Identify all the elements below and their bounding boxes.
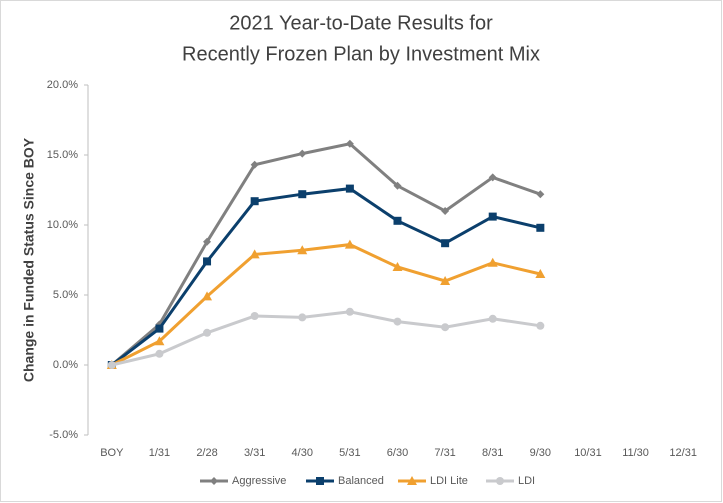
marker — [203, 237, 212, 246]
marker — [249, 249, 260, 259]
x-tick-label: 9/30 — [530, 447, 551, 459]
legend-label: Aggressive — [232, 475, 286, 487]
x-tick-label: 6/30 — [387, 447, 408, 459]
marker — [488, 212, 497, 221]
marker — [393, 181, 402, 190]
y-tick-label: 15.0% — [47, 149, 78, 161]
marker — [536, 321, 545, 330]
marker — [316, 477, 324, 485]
y-tick-label: 20.0% — [47, 79, 78, 91]
marker — [407, 476, 417, 485]
marker — [487, 257, 498, 267]
y-tick-label: -5.0% — [49, 429, 78, 441]
marker — [155, 349, 164, 358]
marker — [392, 262, 403, 271]
marker — [496, 477, 504, 485]
marker — [203, 257, 212, 266]
series-line — [111, 243, 541, 367]
marker — [488, 314, 497, 323]
marker — [298, 313, 307, 322]
marker — [345, 307, 354, 316]
marker — [441, 239, 450, 248]
y-axis-label: Change in Funded Status Since BOY — [21, 137, 37, 382]
marker — [536, 190, 545, 199]
marker — [210, 477, 218, 485]
marker — [535, 269, 546, 278]
marker — [297, 245, 308, 255]
chart-title: Recently Frozen Plan by Investment Mix — [182, 43, 540, 65]
x-tick-label: 8/31 — [482, 447, 503, 459]
x-tick-label: 10/31 — [574, 447, 602, 459]
marker — [345, 184, 354, 193]
legend-label: LDI — [518, 475, 535, 487]
marker — [536, 223, 545, 232]
series-line — [111, 310, 541, 367]
marker — [441, 323, 450, 332]
marker — [344, 239, 355, 249]
x-tick-label: 3/31 — [244, 447, 265, 459]
x-tick-label: 12/31 — [669, 447, 697, 459]
chart-title: 2021 Year-to-Date Results for — [229, 12, 493, 34]
y-tick-label: 0.0% — [53, 359, 78, 371]
marker — [155, 324, 164, 333]
series-line — [110, 142, 541, 367]
marker — [298, 149, 307, 158]
y-tick-label: 10.0% — [47, 219, 78, 231]
marker — [440, 276, 451, 285]
x-tick-label: 5/31 — [339, 447, 360, 459]
x-tick-label: BOY — [100, 447, 124, 459]
marker — [202, 291, 213, 301]
x-tick-label: 1/31 — [149, 447, 170, 459]
marker — [250, 312, 259, 320]
x-tick-label: 4/30 — [292, 447, 313, 459]
marker — [250, 160, 259, 169]
marker — [441, 207, 450, 215]
series-line — [110, 187, 541, 367]
marker — [203, 328, 212, 337]
x-tick-label: 7/31 — [434, 447, 455, 459]
marker — [393, 317, 402, 326]
marker — [393, 216, 402, 225]
marker — [298, 190, 307, 199]
marker — [107, 361, 116, 369]
x-tick-label: 11/30 — [622, 447, 649, 459]
x-tick-label: 2/28 — [196, 447, 217, 459]
marker — [345, 139, 354, 148]
marker — [250, 197, 259, 206]
marker — [488, 173, 497, 182]
marker — [154, 336, 165, 346]
legend-label: LDI Lite — [430, 475, 468, 487]
legend-label: Balanced — [338, 475, 384, 487]
y-tick-label: 5.0% — [53, 289, 78, 301]
